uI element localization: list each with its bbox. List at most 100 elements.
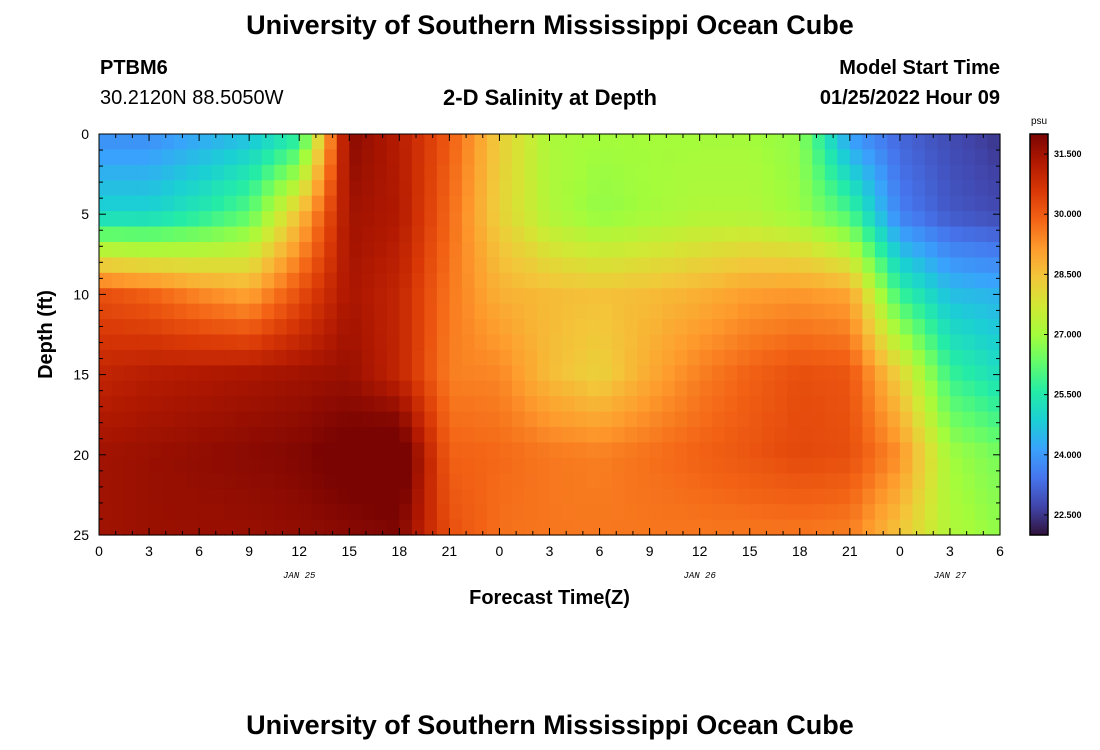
heatmap-cell xyxy=(637,365,651,382)
heatmap-cell xyxy=(874,226,888,243)
heatmap-cell xyxy=(849,488,863,505)
heatmap-cell xyxy=(461,149,476,166)
heatmap-cell xyxy=(562,380,576,397)
heatmap-cell xyxy=(236,195,250,212)
heatmap-cell xyxy=(324,226,338,243)
heatmap-cell xyxy=(286,134,300,151)
station-id: PTBM6 xyxy=(100,57,168,79)
heatmap-cell xyxy=(374,427,388,444)
heatmap-cell xyxy=(349,457,363,474)
heatmap-cell xyxy=(324,457,338,474)
heatmap-cell xyxy=(749,226,763,243)
heatmap-cell xyxy=(286,519,300,536)
heatmap-cell xyxy=(174,134,188,151)
heatmap-cell xyxy=(762,288,776,305)
heatmap-cell xyxy=(211,257,225,274)
heatmap-cell xyxy=(536,457,551,474)
heatmap-cell xyxy=(549,519,563,536)
heatmap-cell xyxy=(299,442,313,459)
heatmap-cell xyxy=(324,319,338,336)
heatmap-cell xyxy=(324,195,338,212)
heatmap-cell xyxy=(536,272,551,289)
heatmap-cell xyxy=(299,427,313,444)
heatmap-cell xyxy=(824,257,838,274)
heatmap-cell xyxy=(224,349,238,366)
heatmap-cell xyxy=(136,396,150,413)
heatmap-cell xyxy=(699,349,713,366)
heatmap-cell xyxy=(637,257,651,274)
heatmap-cell xyxy=(799,396,813,413)
heatmap-cell xyxy=(987,519,1001,536)
heatmap-cell xyxy=(236,365,250,382)
heatmap-cell xyxy=(574,226,588,243)
heatmap-cell xyxy=(737,272,751,289)
heatmap-cell xyxy=(749,473,763,490)
heatmap-cell xyxy=(599,257,613,274)
heatmap-cell xyxy=(211,411,225,428)
heatmap-cell xyxy=(261,272,275,289)
heatmap-cell xyxy=(974,380,989,397)
heatmap-cell xyxy=(874,319,888,336)
heatmap-cell xyxy=(924,349,939,366)
heatmap-cell xyxy=(249,349,263,366)
heatmap-cell xyxy=(687,134,701,151)
heatmap-cell xyxy=(336,134,350,151)
heatmap-cell xyxy=(662,442,676,459)
heatmap-cell xyxy=(899,134,913,151)
heatmap-cell xyxy=(662,164,676,181)
heatmap-cell xyxy=(499,180,513,197)
heatmap-cell xyxy=(787,442,801,459)
heatmap-cell xyxy=(674,334,688,351)
heatmap-cell xyxy=(461,211,476,228)
heatmap-cell xyxy=(724,257,738,274)
heatmap-cell xyxy=(374,180,388,197)
heatmap-cell xyxy=(649,164,663,181)
heatmap-cell xyxy=(424,457,438,474)
heatmap-cell xyxy=(386,149,400,166)
heatmap-cell xyxy=(274,226,288,243)
heatmap-cell xyxy=(699,272,713,289)
heatmap-cell xyxy=(486,504,501,521)
heatmap-cell xyxy=(324,488,338,505)
heatmap-cell xyxy=(737,288,751,305)
heatmap-cell xyxy=(499,319,513,336)
heatmap-cell xyxy=(224,411,238,428)
heatmap-cell xyxy=(837,334,851,351)
heatmap-cell xyxy=(211,164,225,181)
heatmap-cell xyxy=(286,427,300,444)
heatmap-cell xyxy=(687,504,701,521)
heatmap-cell xyxy=(461,380,476,397)
heatmap-cell xyxy=(286,473,300,490)
heatmap-cell xyxy=(361,519,375,536)
heatmap-cell xyxy=(949,149,964,166)
heatmap-cell xyxy=(536,519,551,536)
heatmap-cell xyxy=(862,504,876,521)
heatmap-cell xyxy=(637,473,651,490)
heatmap-cell xyxy=(224,134,238,151)
heatmap-cell xyxy=(837,319,851,336)
heatmap-cell xyxy=(724,411,738,428)
heatmap-cell xyxy=(587,319,601,336)
heatmap-cell xyxy=(386,211,400,228)
heatmap-cell xyxy=(361,180,375,197)
heatmap-cell xyxy=(899,195,913,212)
chart-subtitle: 2-D Salinity at Depth xyxy=(443,85,657,110)
heatmap-cell xyxy=(111,303,125,320)
heatmap-cell xyxy=(424,396,438,413)
heatmap-cell xyxy=(111,334,125,351)
heatmap-cell xyxy=(161,427,175,444)
heatmap-cell xyxy=(336,442,350,459)
heatmap-cell xyxy=(311,226,325,243)
heatmap-cell xyxy=(474,380,488,397)
heatmap-cell xyxy=(549,288,563,305)
heatmap-cell xyxy=(224,504,238,521)
heatmap-cell xyxy=(186,427,200,444)
heatmap-cell xyxy=(774,180,788,197)
heatmap-cell xyxy=(612,272,626,289)
heatmap-cell xyxy=(311,457,325,474)
heatmap-cell xyxy=(274,288,288,305)
heatmap-cell xyxy=(349,149,363,166)
heatmap-cell xyxy=(511,519,526,536)
heatmap-cell xyxy=(687,226,701,243)
heatmap-cell xyxy=(862,134,876,151)
